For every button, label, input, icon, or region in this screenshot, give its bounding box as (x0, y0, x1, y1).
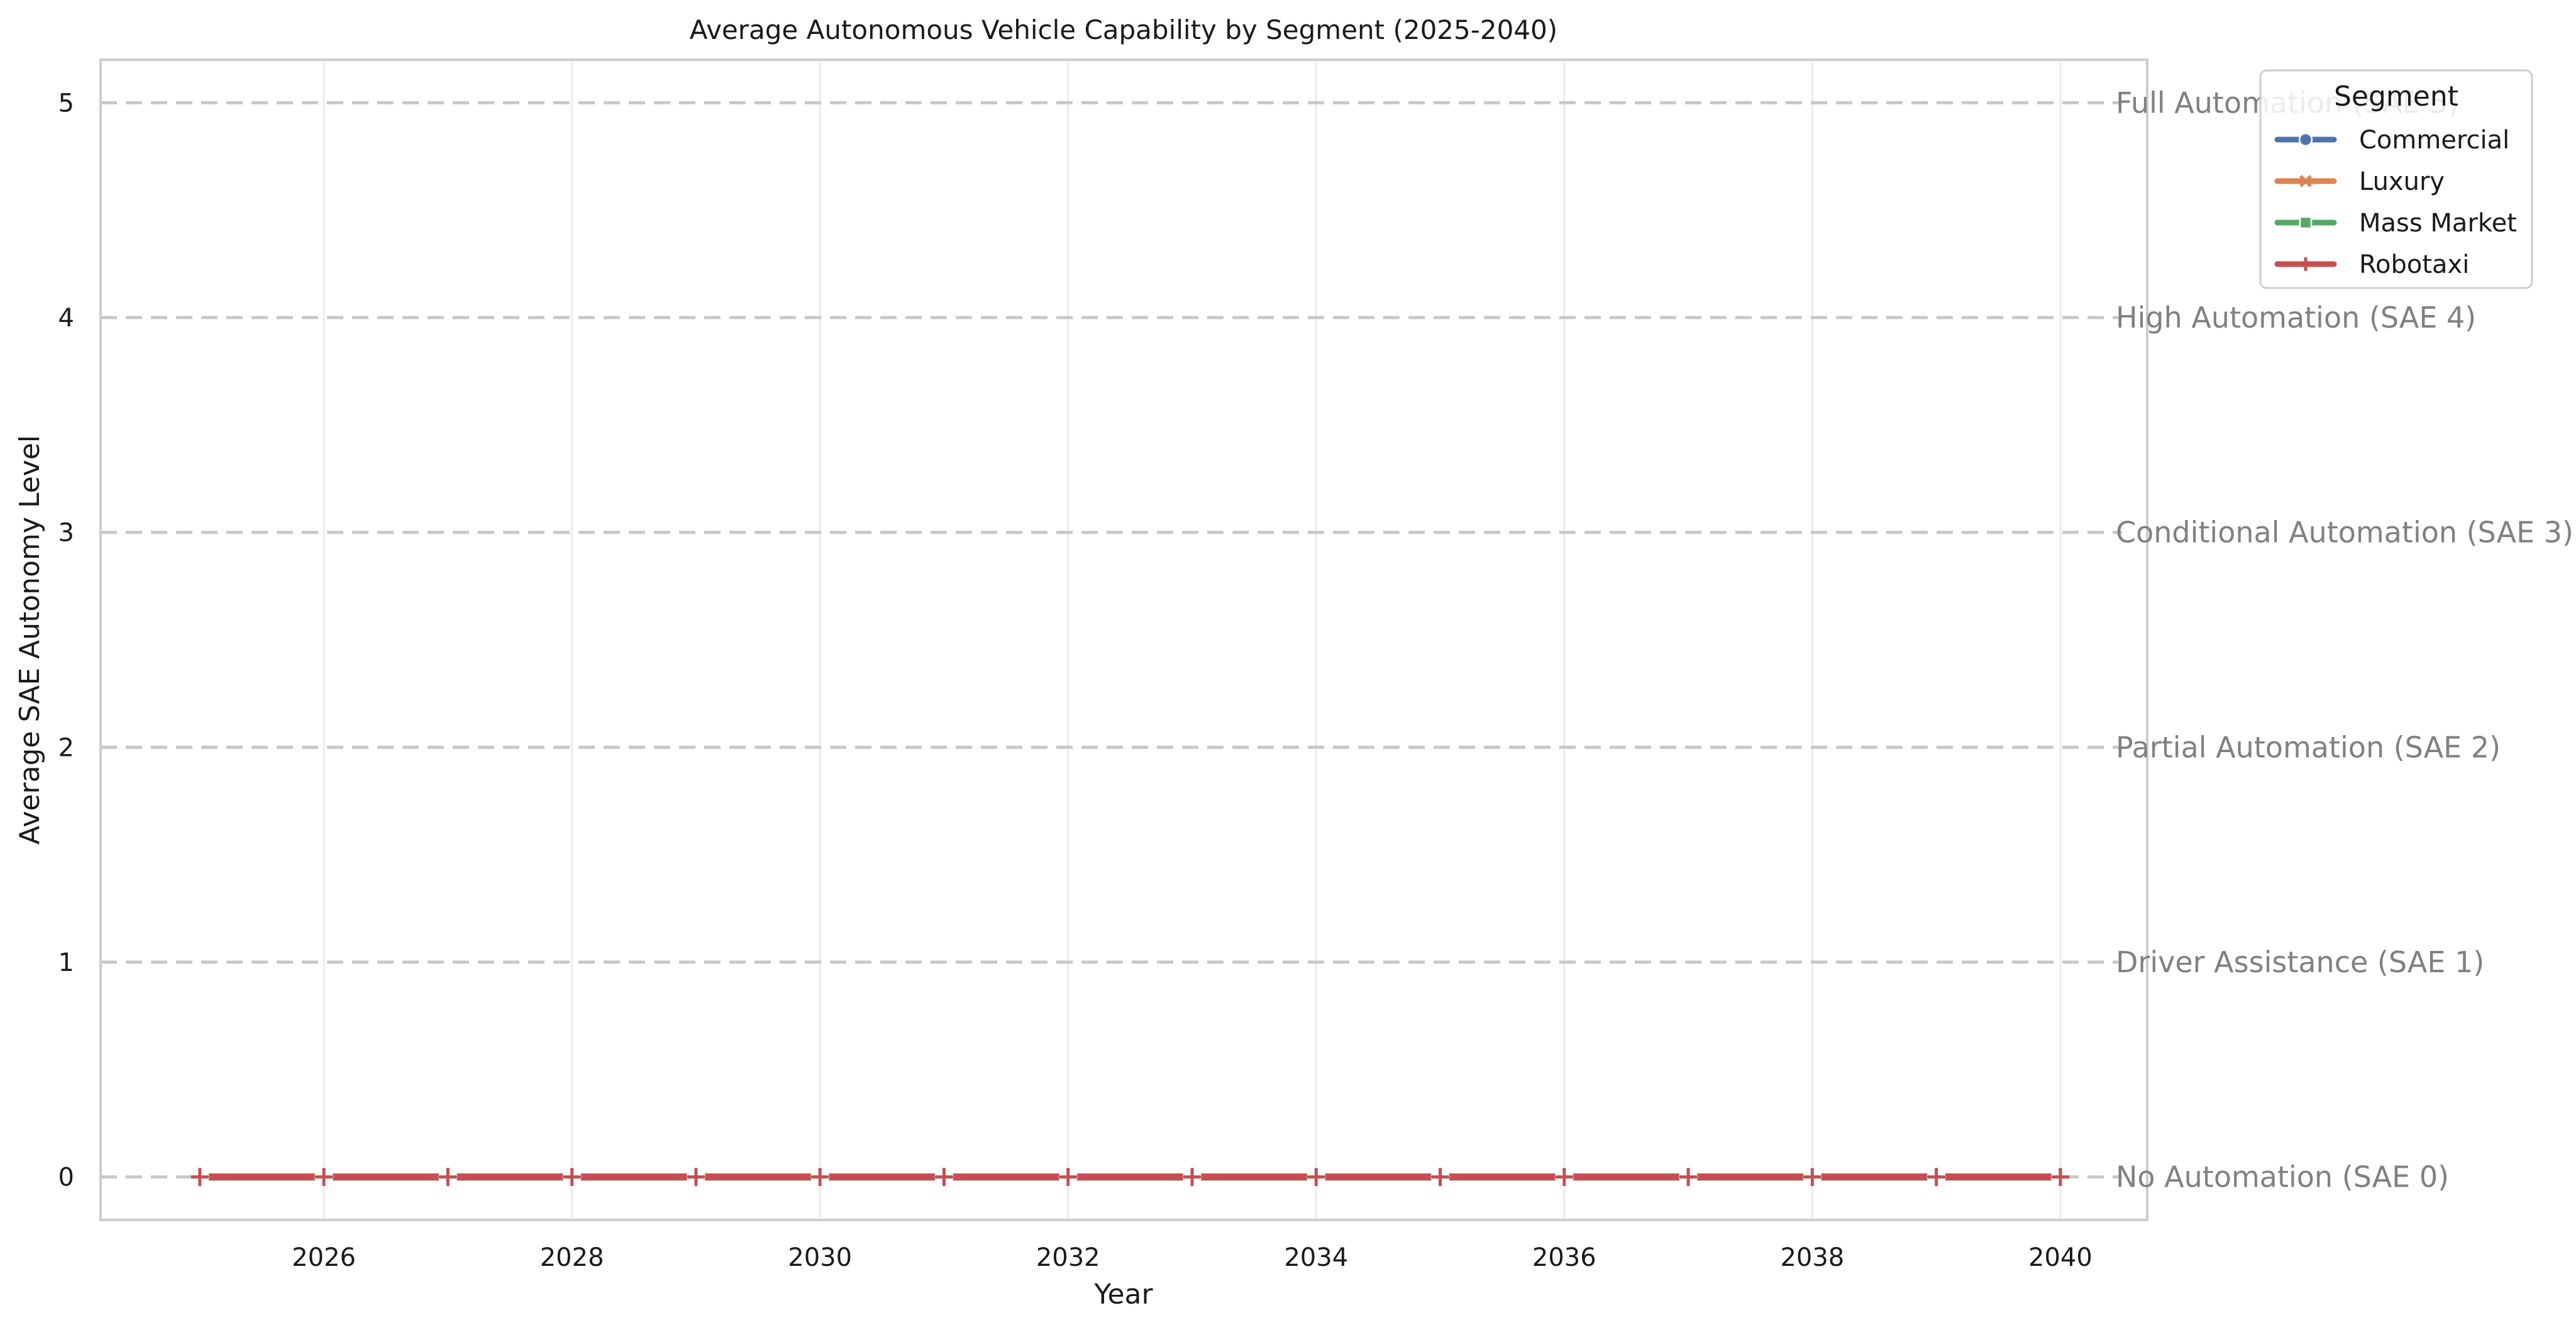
x-tick-label: 2038 (1780, 1243, 1844, 1272)
reference-label-layer: No Automation (SAE 0) Driver Assistance (… (2116, 86, 2573, 1194)
series-group (190, 1167, 2070, 1187)
y-tick-label: 0 (58, 1163, 74, 1192)
series-point (191, 1168, 209, 1187)
legend-item: Mass Market (2274, 209, 2517, 238)
series-point (1555, 1168, 1574, 1187)
plot-background (101, 60, 2147, 1220)
legend-box (2259, 69, 2533, 289)
legend-item: Commercial (2274, 126, 2509, 155)
series-point (314, 1168, 333, 1187)
y-tick-label: 4 (58, 304, 74, 333)
legend-item: Luxury (2274, 167, 2445, 196)
series-layer (190, 1167, 2070, 1187)
series-point (935, 1168, 953, 1187)
y-tick-label: 2 (58, 733, 74, 762)
x-tick-label: 2036 (1532, 1243, 1596, 1272)
series-point (2298, 132, 2313, 147)
x-tick-label: 2030 (788, 1243, 852, 1272)
x-tick-label: 2034 (1284, 1243, 1348, 1272)
reference-line-label: High Automation (SAE 4) (2116, 301, 2476, 335)
series-point (1803, 1168, 1821, 1187)
legend-title: Segment (2334, 80, 2458, 113)
series-point (1307, 1168, 1325, 1187)
y-tick-label: 1 (58, 948, 74, 977)
reference-line-label: Partial Automation (SAE 2) (2116, 730, 2501, 764)
grid-layer (323, 60, 2062, 1220)
ticks-layer: 2026 2028 2030 2032 2034 2036 2038 2040 0 1 2 3 4 5 (58, 89, 2092, 1272)
plot-frame (99, 58, 2148, 1221)
x-axis-label: Year (1093, 1278, 1153, 1311)
x-tick-label: 2026 (292, 1243, 356, 1272)
series-point (2299, 175, 2312, 187)
reference-line-label: Driver Assistance (SAE 1) (2116, 945, 2484, 979)
series-point (438, 1168, 457, 1187)
y-axis-label: Average SAE Autonomy Level (14, 435, 46, 845)
x-tick-label: 2028 (540, 1243, 604, 1272)
legend-label: Mass Market (2359, 209, 2517, 238)
series-point (2299, 216, 2313, 230)
y-tick-label: 5 (58, 89, 74, 118)
series-point (563, 1168, 582, 1187)
legend-label: Luxury (2359, 167, 2445, 196)
series-point (810, 1168, 829, 1187)
legend-label: Robotaxi (2359, 250, 2469, 279)
reference-line-label: Conditional Automation (SAE 3) (2116, 516, 2573, 550)
legend: Segment Commercial Luxury Mass Market Robot… (2259, 69, 2533, 289)
series-point (1431, 1168, 1449, 1187)
series-point (1679, 1168, 1698, 1187)
x-tick-label: 2040 (2028, 1243, 2092, 1272)
series-point (2051, 1168, 2070, 1187)
reference-line-label: No Automation (SAE 0) (2116, 1160, 2449, 1194)
series-point (1183, 1168, 1202, 1187)
series-point (1927, 1168, 1946, 1187)
legend-item: Robotaxi (2274, 250, 2469, 279)
chart-title: Average Autonomous Vehicle Capability by… (690, 14, 1557, 45)
series-point (1059, 1168, 1078, 1187)
legend-label: Commercial (2359, 126, 2509, 155)
series-point (2299, 257, 2313, 271)
series-point (687, 1168, 705, 1187)
legend-items: Commercial Luxury Mass Market Robotaxi (2274, 126, 2517, 279)
y-tick-label: 3 (58, 519, 74, 548)
series-point-stroke (2299, 175, 2312, 187)
x-tick-label: 2032 (1036, 1243, 1100, 1272)
